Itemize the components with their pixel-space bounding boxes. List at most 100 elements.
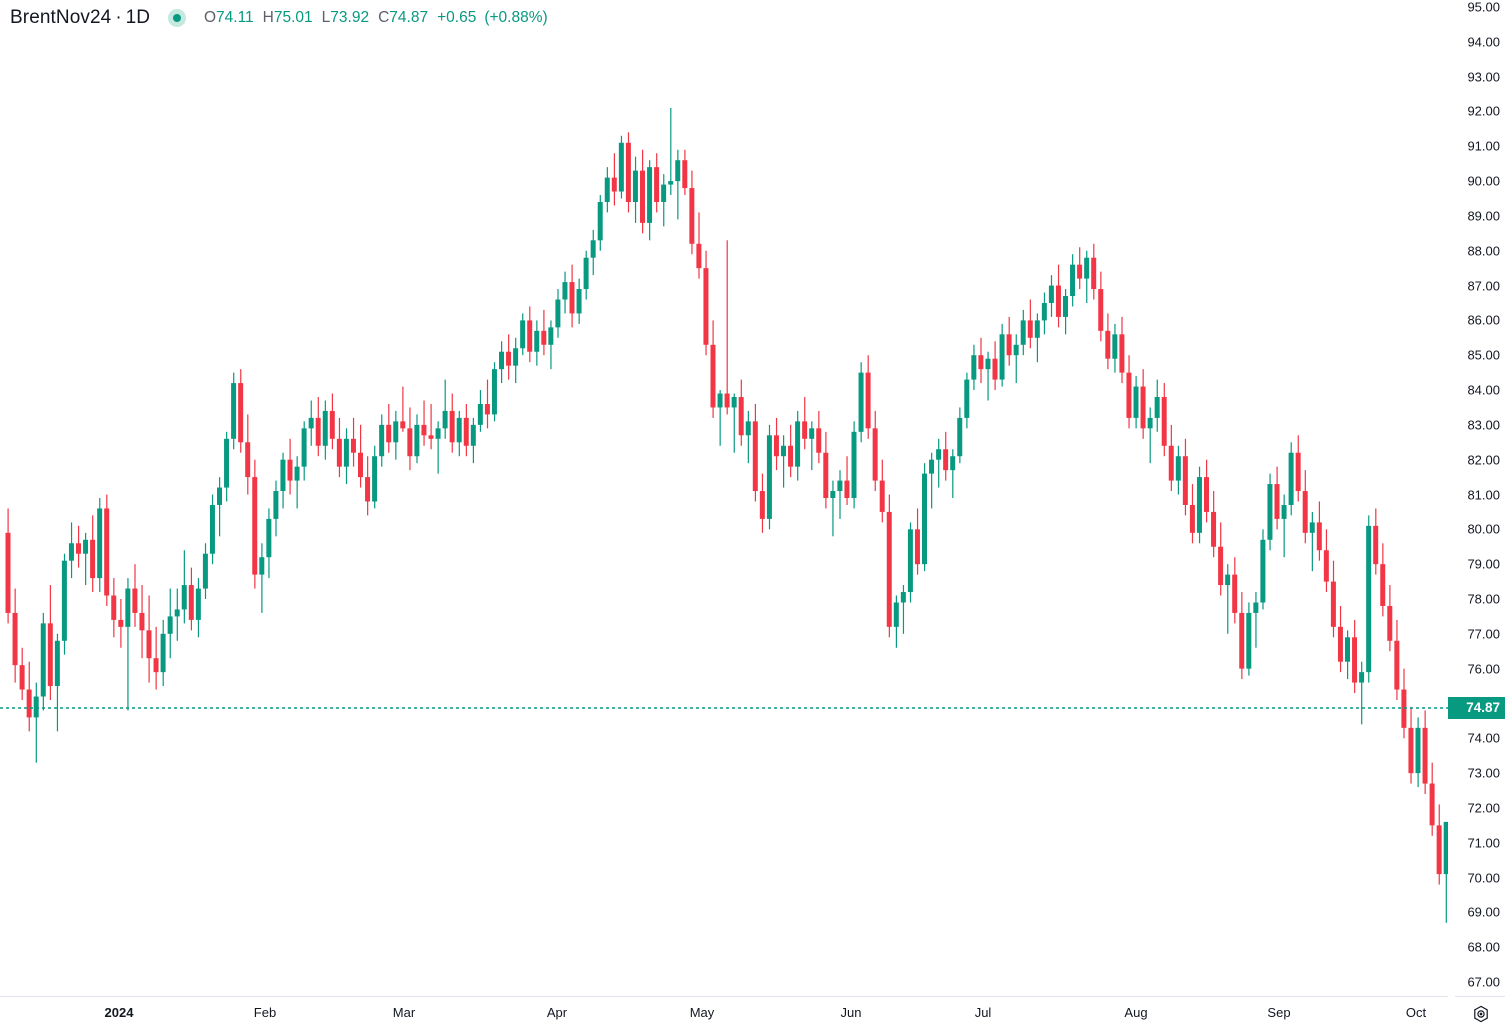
price-change-percent: (+0.88%) xyxy=(484,9,548,26)
candle-wick xyxy=(1255,592,1257,648)
candle-body xyxy=(597,201,603,241)
candle-body xyxy=(752,421,758,492)
price-change: +0.65 xyxy=(437,9,477,26)
candle-body xyxy=(146,630,152,659)
candle-body xyxy=(1041,302,1047,321)
time-tick: Jul xyxy=(974,1005,992,1020)
time-tick: Apr xyxy=(546,1005,568,1020)
candle-wick xyxy=(444,379,446,439)
candle-body xyxy=(907,529,913,593)
candle-body xyxy=(329,410,335,439)
time-tick: Oct xyxy=(1405,1005,1427,1020)
candle-body xyxy=(463,417,469,446)
candle-body xyxy=(26,689,32,718)
candle-body xyxy=(224,438,230,488)
price-tick: 69.00 xyxy=(1467,904,1500,920)
candle-body xyxy=(576,289,582,314)
price-tick: 92.00 xyxy=(1467,103,1500,119)
candle-body xyxy=(202,553,208,589)
candle-body xyxy=(1084,257,1090,279)
candle-body xyxy=(745,421,751,436)
ohlc-value: 74.87 xyxy=(389,9,429,26)
price-tick: 89.00 xyxy=(1467,208,1500,224)
price-tick: 82.00 xyxy=(1467,452,1500,468)
candle-body xyxy=(259,557,265,575)
candle-body xyxy=(520,320,526,349)
candle-body xyxy=(1380,564,1386,606)
candle-wick xyxy=(296,456,298,509)
candle-body xyxy=(160,633,166,673)
candle-body xyxy=(428,435,434,439)
candle-body xyxy=(1147,417,1153,429)
candle-body xyxy=(1429,783,1435,826)
candle-body xyxy=(181,585,187,610)
candle-body xyxy=(1211,511,1217,547)
candle-body xyxy=(675,160,681,182)
candle-body xyxy=(640,170,645,223)
candle-body xyxy=(668,181,674,185)
candle-body xyxy=(914,529,920,565)
candle-body xyxy=(386,424,392,443)
candle-body xyxy=(195,588,201,620)
candle-body xyxy=(61,560,67,641)
candle-body xyxy=(1288,452,1294,505)
time-axis-rule-right xyxy=(1455,996,1505,997)
candlestick-series[interactable] xyxy=(0,0,1448,996)
candle-body xyxy=(470,424,476,446)
candle-body xyxy=(1027,320,1033,338)
candle-body xyxy=(301,428,307,467)
candle-wick xyxy=(1445,853,1447,923)
ohlc-key: C xyxy=(378,9,390,26)
candle-body xyxy=(569,282,575,314)
candle-body xyxy=(724,393,730,408)
candle-body xyxy=(435,428,441,439)
candle-body xyxy=(781,445,786,457)
candle-body xyxy=(1394,640,1400,690)
ohlc-key: O xyxy=(203,9,217,26)
candle-body xyxy=(372,456,378,502)
candle-body xyxy=(442,410,448,429)
settings-gear-icon[interactable] xyxy=(1469,1002,1493,1026)
chart-legend[interactable]: BrentNov24 · 1D O74.11 H75.01 L73.92 C74.87… xyxy=(10,6,548,30)
price-tick: 80.00 xyxy=(1467,521,1500,537)
candle-body xyxy=(322,410,328,446)
candle-body xyxy=(1225,574,1231,586)
chart-pane[interactable] xyxy=(0,0,1448,996)
candle-body xyxy=(379,424,385,457)
candle-wick xyxy=(931,452,933,509)
candle-wick xyxy=(402,386,404,432)
candle-body xyxy=(1112,334,1118,359)
candle-wick xyxy=(437,421,439,474)
price-tick: 81.00 xyxy=(1467,487,1500,503)
price-tick: 68.00 xyxy=(1467,939,1500,955)
interval-label[interactable]: 1D xyxy=(125,7,150,28)
time-axis[interactable]: 2024 Feb Mar Apr May Jun Jul Aug Sep Oct xyxy=(0,996,1505,1030)
symbol-name[interactable]: BrentNov24 xyxy=(10,7,112,28)
candle-body xyxy=(273,491,279,519)
candle-body xyxy=(548,327,554,345)
candle-body xyxy=(343,438,349,467)
candle-body xyxy=(1105,330,1111,359)
candle-wick xyxy=(747,410,749,464)
candle-wick xyxy=(219,477,221,537)
candle-body xyxy=(682,160,688,189)
candle-body xyxy=(654,167,660,202)
candle-body xyxy=(858,372,864,432)
candle-body xyxy=(830,491,836,498)
candle-wick xyxy=(839,470,841,519)
candle-body xyxy=(1267,484,1273,540)
candle-body xyxy=(971,355,977,380)
candle-body xyxy=(499,351,504,370)
price-tick: 84.00 xyxy=(1467,382,1500,398)
ohlc-value: 73.92 xyxy=(330,9,370,26)
candle-body xyxy=(1161,397,1167,446)
candle-body xyxy=(245,442,251,478)
price-tick: 77.00 xyxy=(1467,626,1500,642)
candle-body xyxy=(872,428,878,481)
candle-wick xyxy=(1283,494,1285,558)
candle-body xyxy=(336,438,342,467)
candle-body xyxy=(97,508,103,579)
time-tick: Feb xyxy=(253,1005,277,1020)
price-axis[interactable]: 74.87 95.00 94.00 93.00 92.00 91.00 90.00 89.0… xyxy=(1448,0,1505,996)
candle-wick xyxy=(783,435,785,488)
